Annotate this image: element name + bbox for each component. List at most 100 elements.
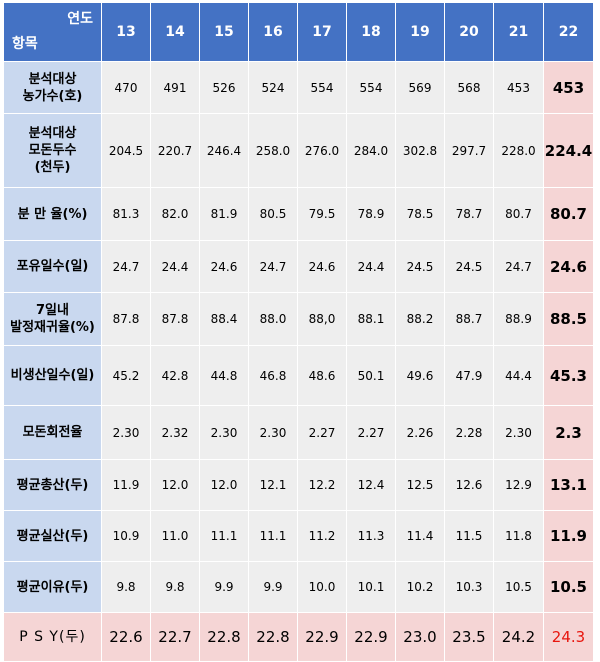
data-cell: 11.0 xyxy=(150,510,200,562)
data-cell: 9.9 xyxy=(248,561,298,613)
header-row: 연도 항목 13 14 15 16 17 18 19 20 21 22 xyxy=(3,2,594,62)
data-cell: 88.9 xyxy=(493,292,544,346)
data-cell: 10.2 xyxy=(395,561,445,613)
data-cell: 10.9 xyxy=(101,510,151,562)
data-cell: 88.0 xyxy=(248,292,298,346)
data-cell: 88.7 xyxy=(444,292,494,346)
item-axis-label: 항목 xyxy=(12,36,38,52)
data-cell: 12.2 xyxy=(297,459,347,511)
data-cell: 80.7 xyxy=(493,187,544,241)
data-cell: 2.30 xyxy=(199,405,249,460)
data-cell: 42.8 xyxy=(150,345,200,406)
data-cell: 11.2 xyxy=(297,510,347,562)
data-cell: 81.9 xyxy=(199,187,249,241)
data-cell: 23.0 xyxy=(395,612,445,662)
data-cell: 78.5 xyxy=(395,187,445,241)
data-cell: 228.0 xyxy=(493,113,544,188)
row-label: 분석대상 모돈두수 (천두) xyxy=(3,113,102,188)
row-label: 평균총산(두) xyxy=(3,459,102,511)
table-row: 7일내 발정재귀율(%) 87.8 87.8 88.4 88.0 88,0 88.1 88.2… xyxy=(3,292,594,346)
data-cell: 87.8 xyxy=(150,292,200,346)
data-cell: 12.0 xyxy=(150,459,200,511)
data-cell: 48.6 xyxy=(297,345,347,406)
data-cell: 554 xyxy=(346,61,396,114)
data-cell: 453 xyxy=(493,61,544,114)
data-cell: 11.1 xyxy=(199,510,249,562)
data-cell: 9.9 xyxy=(199,561,249,613)
year-header: 17 xyxy=(297,2,347,62)
data-cell: 44.8 xyxy=(199,345,249,406)
data-cell: 10.0 xyxy=(297,561,347,613)
data-cell: 2.30 xyxy=(493,405,544,460)
row-label: 비생산일수(일) xyxy=(3,345,102,406)
data-cell: 24.5 xyxy=(444,240,494,293)
data-cell: 24.7 xyxy=(493,240,544,293)
highlight-cell: 13.1 xyxy=(543,459,594,511)
data-cell: 24.5 xyxy=(395,240,445,293)
data-cell: 204.5 xyxy=(101,113,151,188)
row-label: 7일내 발정재귀율(%) xyxy=(3,292,102,346)
data-cell: 10.1 xyxy=(346,561,396,613)
year-header: 19 xyxy=(395,2,445,62)
data-cell: 78.9 xyxy=(346,187,396,241)
year-axis-label: 연도 xyxy=(67,11,93,27)
data-cell: 12.5 xyxy=(395,459,445,511)
data-cell: 297.7 xyxy=(444,113,494,188)
data-cell: 22.6 xyxy=(101,612,151,662)
data-cell: 568 xyxy=(444,61,494,114)
data-cell: 24.6 xyxy=(199,240,249,293)
table-row: 평균실산(두) 10.9 11.0 11.1 11.1 11.2 11.3 11.4 11.5 1… xyxy=(3,510,594,562)
data-cell: 88.4 xyxy=(199,292,249,346)
data-cell: 2.30 xyxy=(101,405,151,460)
data-cell: 24.6 xyxy=(297,240,347,293)
highlight-cell: 11.9 xyxy=(543,510,594,562)
data-cell: 45.2 xyxy=(101,345,151,406)
data-cell: 11.8 xyxy=(493,510,544,562)
data-cell: 11.4 xyxy=(395,510,445,562)
year-header: 21 xyxy=(493,2,544,62)
data-cell: 2.30 xyxy=(248,405,298,460)
table-row: 평균총산(두) 11.9 12.0 12.0 12.1 12.2 12.4 12.5 12.6 1… xyxy=(3,459,594,511)
highlight-cell: 80.7 xyxy=(543,187,594,241)
corner-cell: 연도 항목 xyxy=(3,2,102,62)
data-cell: 11.3 xyxy=(346,510,396,562)
data-cell: 284.0 xyxy=(346,113,396,188)
table-row: P S Y(두) 22.6 22.7 22.8 22.8 22.9 22.9 23.0 23.5… xyxy=(3,612,594,662)
row-label: P S Y(두) xyxy=(3,612,102,662)
data-cell: 12.0 xyxy=(199,459,249,511)
data-cell: 2.26 xyxy=(395,405,445,460)
data-cell: 88.2 xyxy=(395,292,445,346)
year-header: 13 xyxy=(101,2,151,62)
row-label: 분석대상 농가수(호) xyxy=(3,61,102,114)
highlight-cell: 2.3 xyxy=(543,405,594,460)
data-cell: 9.8 xyxy=(101,561,151,613)
data-cell: 9.8 xyxy=(150,561,200,613)
data-cell: 12.4 xyxy=(346,459,396,511)
data-cell: 24.7 xyxy=(248,240,298,293)
data-cell: 2.27 xyxy=(346,405,396,460)
highlight-cell: 453 xyxy=(543,61,594,114)
year-header: 14 xyxy=(150,2,200,62)
data-cell: 22.8 xyxy=(248,612,298,662)
data-cell: 569 xyxy=(395,61,445,114)
data-cell: 554 xyxy=(297,61,347,114)
data-cell: 79.5 xyxy=(297,187,347,241)
data-cell: 24.4 xyxy=(346,240,396,293)
data-cell: 246.4 xyxy=(199,113,249,188)
highlight-cell: 88.5 xyxy=(543,292,594,346)
row-label: 평균이유(두) xyxy=(3,561,102,613)
row-label: 모돈회전율 xyxy=(3,405,102,460)
data-cell: 526 xyxy=(199,61,249,114)
data-cell: 44.4 xyxy=(493,345,544,406)
data-cell: 22.9 xyxy=(346,612,396,662)
data-cell: 524 xyxy=(248,61,298,114)
data-cell: 46.8 xyxy=(248,345,298,406)
data-cell: 82.0 xyxy=(150,187,200,241)
data-cell: 49.6 xyxy=(395,345,445,406)
year-header: 18 xyxy=(346,2,396,62)
data-cell: 23.5 xyxy=(444,612,494,662)
table-row: 포유일수(일) 24.7 24.4 24.6 24.7 24.6 24.4 24.5 24.5 2… xyxy=(3,240,594,293)
data-cell: 276.0 xyxy=(297,113,347,188)
table-row: 분석대상 농가수(호) 470 491 526 524 554 554 569 568 453 45… xyxy=(3,61,594,114)
table-row: 분 만 율(%) 81.3 82.0 81.9 80.5 79.5 78.9 78.5 78.7… xyxy=(3,187,594,241)
